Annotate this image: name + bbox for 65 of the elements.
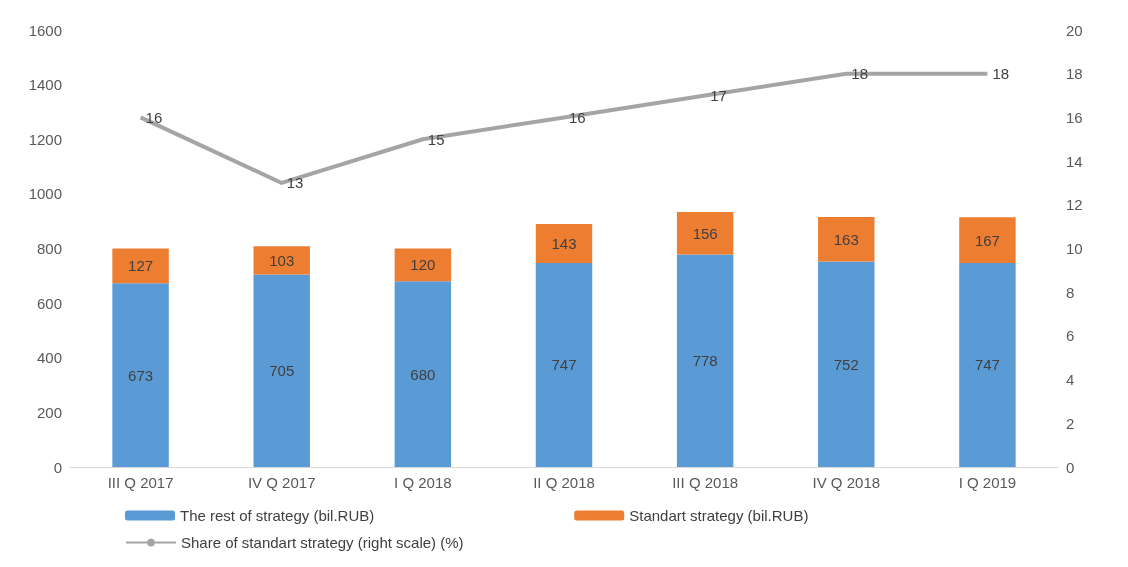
y2-tick-label: 8	[1066, 283, 1075, 301]
bar	[959, 217, 1016, 263]
y2-tick-label: 6	[1066, 327, 1075, 345]
data-label: 747	[551, 356, 577, 374]
bar	[394, 281, 452, 467]
y2-tick-label: 0	[1066, 458, 1075, 476]
x-tick-label: I Q 2018	[394, 474, 452, 491]
x-tick-label: IV Q 2018	[812, 474, 881, 491]
legend-label: Standart strategy (bil.RUB)	[629, 507, 809, 524]
data-label: 120	[410, 256, 436, 274]
bar	[959, 262, 1016, 467]
data-label: 156	[692, 224, 718, 242]
y2-tick-label: 10	[1066, 240, 1083, 257]
y2-tick-label: 14	[1066, 152, 1083, 170]
data-label: 143	[551, 234, 577, 252]
y-tick-label: 1000	[28, 185, 62, 203]
y2-tick-label: 16	[1066, 108, 1083, 126]
x-tick-label: II Q 2018	[533, 474, 595, 491]
data-label: 18	[992, 65, 1010, 83]
data-label: 127	[128, 257, 154, 275]
y2-tick-label: 4	[1066, 371, 1075, 389]
data-label: 680	[410, 365, 436, 383]
x-tick-label: III Q 2018	[672, 474, 739, 491]
y-tick-label: 600	[36, 294, 62, 312]
y-tick-label: 800	[36, 240, 62, 257]
legend-label: Share of standart strategy (right scale) (%)	[181, 534, 464, 551]
y2-tick-label: 12	[1066, 196, 1083, 214]
x-tick-label: I Q 2019	[958, 474, 1017, 491]
y-tick-label: 400	[36, 349, 62, 367]
data-label: 752	[833, 355, 859, 373]
data-label: 17	[710, 87, 727, 105]
legend-label: The rest of strategy (bil.RUB)	[180, 507, 375, 524]
data-label: 705	[269, 362, 295, 380]
y-tick-label: 1600	[28, 21, 62, 39]
bar	[253, 274, 310, 467]
y-tick-label: 1200	[28, 130, 62, 148]
bar	[818, 261, 875, 467]
bar	[253, 246, 310, 275]
y-tick-label: 1400	[28, 76, 62, 94]
data-label: 163	[833, 230, 859, 248]
y-tick-label: 200	[36, 403, 62, 421]
bar	[535, 262, 593, 467]
data-label: 673	[128, 366, 154, 384]
y-tick-label: 0	[53, 458, 62, 476]
bar	[112, 248, 169, 284]
data-label: 778	[692, 352, 718, 370]
bar	[676, 254, 734, 467]
y2-tick-label: 2	[1066, 414, 1075, 432]
bar	[535, 223, 593, 263]
bar	[112, 283, 169, 467]
data-label: 13	[286, 174, 304, 192]
y2-tick-label: 20	[1066, 21, 1083, 39]
y2-tick-label: 18	[1066, 65, 1083, 83]
data-label: 747	[974, 356, 1000, 374]
bar	[394, 248, 452, 282]
bar	[818, 217, 875, 262]
data-label: 18	[851, 65, 868, 83]
data-label: 103	[269, 251, 295, 269]
bar	[676, 211, 734, 255]
data-label: 16	[145, 108, 163, 126]
data-label: 167	[974, 231, 1000, 249]
x-tick-label: III Q 2017	[107, 474, 174, 491]
x-tick-label: IV Q 2017	[247, 474, 316, 491]
data-label: 15	[427, 130, 445, 148]
data-label: 16	[569, 108, 586, 126]
